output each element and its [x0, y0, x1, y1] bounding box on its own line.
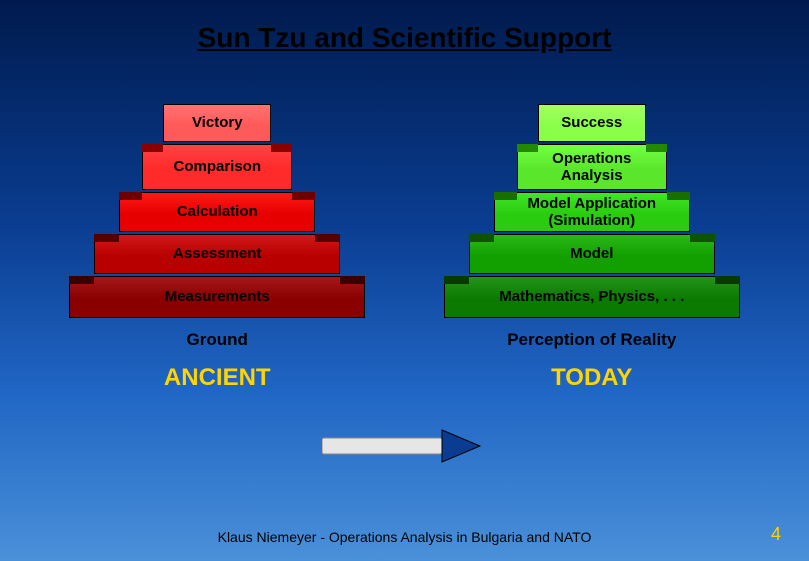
right-level-0: Success [444, 104, 740, 142]
right-column: SuccessOperationsAnalysisModel Applicati… [412, 104, 772, 392]
left-ledge-2-right [292, 192, 315, 200]
right-level-2: Model Application(Simulation) [444, 192, 740, 232]
left-level-4: Measurements [69, 276, 365, 318]
right-era-label: TODAY [551, 364, 632, 392]
right-block-4: Mathematics, Physics, . . . [444, 276, 740, 318]
left-ledge-4-left [69, 276, 94, 284]
slide-title: Sun Tzu and Scientific Support [0, 0, 809, 54]
left-level-1: Comparison [69, 144, 365, 190]
left-level-3: Assessment [69, 234, 365, 274]
footer-text: Klaus Niemeyer - Operations Analysis in … [0, 529, 809, 545]
right-ledge-1-right [646, 144, 667, 152]
right-block-3: Model [469, 234, 715, 274]
right-ledge-3-left [469, 234, 494, 242]
left-level-0: Victory [69, 104, 365, 142]
right-block-0: Success [538, 104, 646, 142]
right-block-2: Model Application(Simulation) [494, 192, 690, 232]
right-ledge-3-right [690, 234, 715, 242]
right-level-3: Model [444, 234, 740, 274]
transition-arrow [322, 428, 482, 464]
right-ledge-2-right [667, 192, 690, 200]
left-block-0: Victory [163, 104, 271, 142]
right-level-4: Mathematics, Physics, . . . [444, 276, 740, 318]
right-block-1: OperationsAnalysis [517, 144, 667, 190]
right-ledge-4-right [715, 276, 740, 284]
arrow-icon [322, 428, 482, 464]
right-ledge-2-left [494, 192, 517, 200]
left-block-2: Calculation [119, 192, 315, 232]
left-ledge-1-left [142, 144, 163, 152]
left-ledge-2-left [119, 192, 142, 200]
right-ledge-1-left [517, 144, 538, 152]
left-ledge-3-left [94, 234, 119, 242]
left-ledge-3-right [315, 234, 340, 242]
page-number: 4 [771, 524, 781, 545]
right-pyramid: SuccessOperationsAnalysisModel Applicati… [444, 104, 740, 320]
left-under-label: Ground [187, 330, 248, 350]
left-block-4: Measurements [69, 276, 365, 318]
left-ledge-4-right [340, 276, 365, 284]
columns-container: VictoryComparisonCalculationAssessmentMe… [0, 104, 809, 392]
right-ledge-4-left [444, 276, 469, 284]
left-block-1: Comparison [142, 144, 292, 190]
left-ledge-1-right [271, 144, 292, 152]
left-level-2: Calculation [69, 192, 365, 232]
left-column: VictoryComparisonCalculationAssessmentMe… [37, 104, 397, 392]
left-era-label: ANCIENT [164, 364, 271, 392]
left-block-3: Assessment [94, 234, 340, 274]
left-pyramid: VictoryComparisonCalculationAssessmentMe… [69, 104, 365, 320]
right-level-1: OperationsAnalysis [444, 144, 740, 190]
right-under-label: Perception of Reality [507, 330, 676, 350]
